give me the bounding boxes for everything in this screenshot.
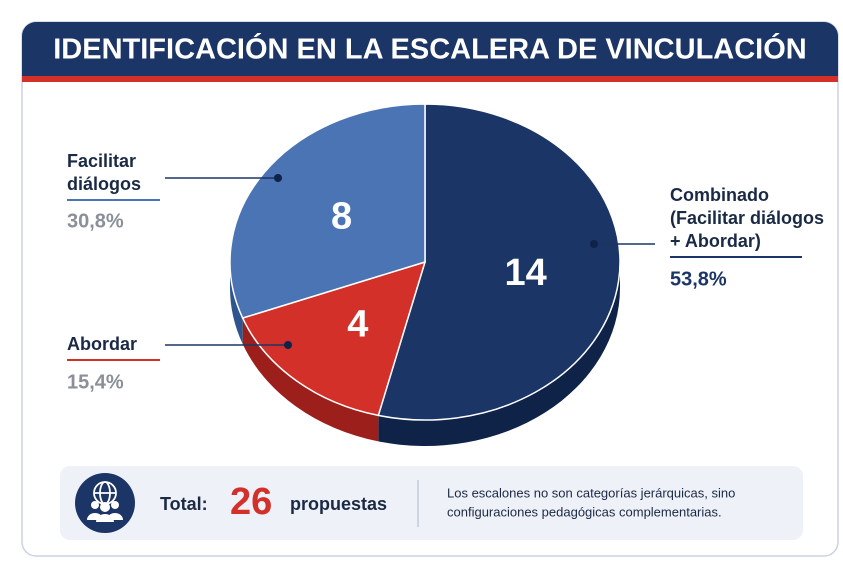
category-label: Abordar — [67, 334, 137, 354]
header-band — [22, 22, 838, 76]
percent-label: 53,8% — [670, 268, 727, 290]
total-value: 26 — [230, 481, 272, 523]
slice-value: 8 — [331, 195, 352, 237]
slice-side — [242, 318, 379, 442]
category-label: diálogos — [67, 174, 141, 194]
leader-dot — [274, 174, 282, 182]
leader-dot — [284, 341, 292, 349]
total-label: Total: — [160, 494, 208, 514]
slice-value: 4 — [347, 304, 368, 346]
category-label: + Abordar) — [670, 231, 761, 251]
category-label: Facilitar — [67, 151, 136, 171]
slice — [229, 103, 426, 319]
note-line: Los escalones no son categorías jerárqui… — [447, 485, 735, 500]
slice — [377, 103, 621, 421]
chart-title: IDENTIFICACIÓN EN LA ESCALERA DE VINCULA… — [53, 32, 806, 66]
category-label: Combinado — [670, 185, 769, 205]
summary-box — [60, 466, 803, 540]
total-unit: propuestas — [290, 494, 387, 514]
percent-label: 15,4% — [67, 371, 124, 393]
category-label: (Facilitar diálogos — [670, 208, 824, 228]
labels: Combinado (Facilitar diálogos + Abordar) 53… — [67, 151, 824, 393]
leader-dot — [590, 240, 598, 248]
slice-value: 14 — [505, 252, 547, 294]
slice — [241, 260, 427, 417]
icon-people — [87, 501, 123, 522]
pie: 14 4 8 — [229, 103, 621, 446]
percent-label: 30,8% — [67, 210, 124, 232]
header-stripe — [22, 76, 838, 82]
note-line: configuraciones pedagógicas complementar… — [447, 504, 722, 519]
slice-side — [378, 262, 620, 446]
